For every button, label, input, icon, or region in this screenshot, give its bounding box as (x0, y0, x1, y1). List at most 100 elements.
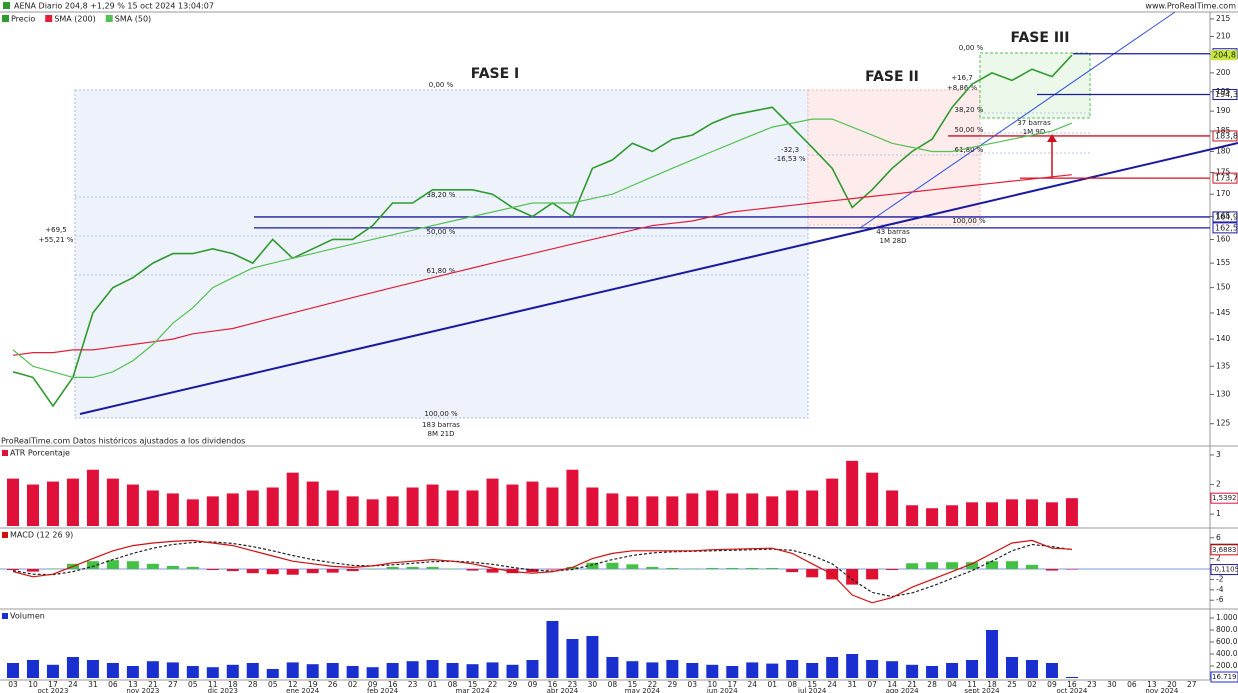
bar (906, 563, 919, 569)
bar (326, 569, 339, 573)
annotation: 183 barras (422, 421, 460, 429)
bar (106, 663, 119, 678)
x-tick-label: 15 (628, 680, 638, 689)
bar (7, 569, 19, 571)
x-tick-label: 31 (88, 680, 98, 689)
value-box (1210, 492, 1238, 504)
bar (586, 487, 599, 526)
bar (1065, 569, 1078, 570)
y-tick-label: 1.000.000 (1216, 613, 1238, 622)
bar (666, 567, 679, 569)
bar (146, 661, 159, 678)
annotation: -32,3 (781, 146, 799, 154)
annotation: +69,5 (45, 226, 66, 234)
x-tick-label: 03 (8, 680, 18, 689)
bar (106, 560, 119, 569)
annotation: 38,20 % (427, 191, 456, 199)
x-tick-label: 23 (1087, 680, 1097, 689)
month-label: nov 2023 (126, 687, 159, 693)
annotation: 43 barras (876, 228, 910, 236)
bar (26, 660, 39, 678)
bar (846, 460, 859, 526)
x-tick-label: 28 (927, 680, 937, 689)
annotation: 8M 21D (427, 430, 454, 438)
bar (926, 562, 939, 569)
legend-label: SMA (200) (54, 15, 96, 24)
legend-label: SMA (50) (115, 15, 151, 24)
bar (126, 666, 139, 678)
month-label: nov 2024 (1145, 687, 1178, 693)
bar (786, 660, 799, 678)
y-tick-label: 175 (1216, 168, 1231, 177)
bar (686, 493, 699, 526)
bar (66, 478, 79, 526)
bar (606, 562, 619, 569)
month-label: abr 2024 (547, 687, 579, 693)
month-label: jun 2024 (706, 687, 738, 693)
x-tick-label: 09 (368, 680, 378, 689)
bar (946, 505, 959, 526)
x-tick-label: 31 (847, 680, 857, 689)
bar (526, 481, 539, 526)
x-tick-label: 12 (288, 680, 298, 689)
bar (246, 490, 259, 526)
month-label: jul 2024 (797, 687, 827, 693)
bar (686, 568, 699, 569)
bar (706, 664, 719, 678)
x-tick-label: 23 (568, 680, 578, 689)
legend-swatch (105, 15, 113, 22)
legend-swatch (2, 450, 8, 456)
bar (886, 490, 899, 526)
x-tick-label: 11 (967, 680, 977, 689)
bar (486, 478, 499, 526)
bar (166, 565, 179, 569)
y-tick-label: 200.000 (1216, 661, 1238, 670)
x-tick-label: 01 (767, 680, 777, 689)
bar (386, 566, 399, 569)
bar (986, 502, 999, 526)
y-tick-label: 180 (1216, 147, 1231, 156)
y-tick-label: 170 (1216, 189, 1231, 198)
bar (626, 661, 639, 678)
bar (966, 502, 979, 526)
annotation: 37 barras (1017, 119, 1051, 127)
bar (86, 561, 99, 569)
annotation: 1M 28D (879, 237, 906, 245)
series-line (12, 541, 1072, 598)
annotation: 0,00 % (429, 81, 454, 89)
month-label: sept 2024 (964, 687, 1000, 693)
bar (446, 663, 459, 678)
level-box (1212, 172, 1238, 184)
bar (206, 496, 219, 526)
bar (806, 569, 819, 578)
bar (946, 562, 959, 569)
value-label: 3,6883 (1212, 546, 1237, 554)
bar (786, 569, 799, 573)
bar (186, 499, 199, 526)
annotation: -16,53 % (774, 155, 806, 163)
x-tick-label: 06 (1127, 680, 1137, 689)
bar (246, 663, 259, 678)
x-tick-label: 29 (508, 680, 518, 689)
x-tick-label: 27 (168, 680, 178, 689)
legend-swatch (45, 15, 53, 22)
bar (786, 490, 799, 526)
bar (166, 493, 179, 526)
x-tick-label: 30 (1107, 680, 1117, 689)
x-tick-label: 08 (448, 680, 458, 689)
x-tick-label: 26 (328, 680, 338, 689)
bar (826, 657, 839, 678)
x-tick-label: 16 (548, 680, 558, 689)
legend-swatch (2, 15, 9, 22)
annotation: +16,7 (951, 74, 972, 82)
bar (626, 564, 639, 569)
bar (526, 660, 539, 678)
bar (146, 490, 159, 526)
bar (1065, 498, 1078, 526)
bar (7, 478, 19, 526)
bar (866, 660, 879, 678)
level-label: 162,5 (1215, 223, 1238, 232)
bar (606, 493, 619, 526)
x-tick-label: 21 (907, 680, 917, 689)
